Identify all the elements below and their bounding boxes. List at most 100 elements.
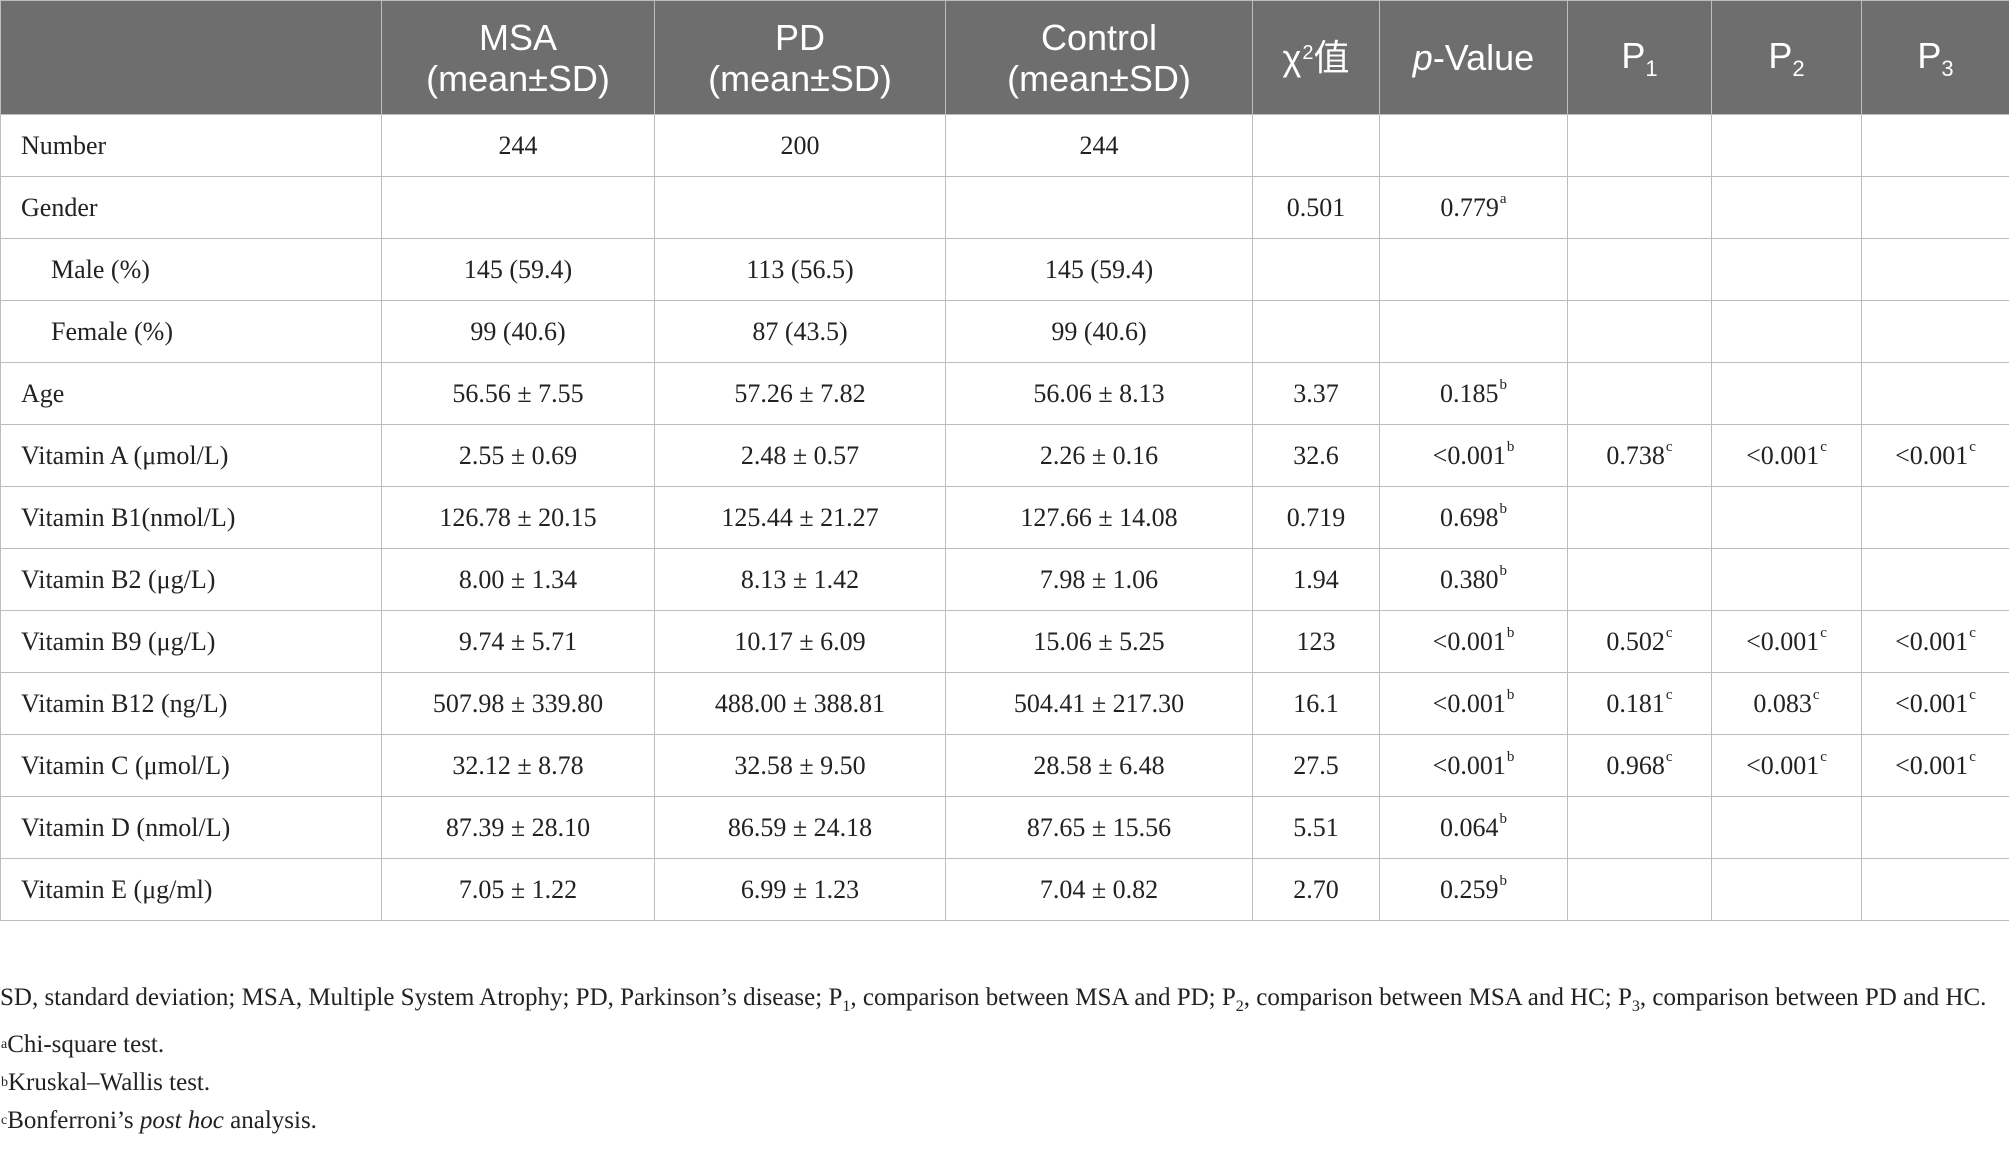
- cell-value: 507.98 ± 339.80: [432, 688, 604, 718]
- table-cell: [1379, 114, 1568, 177]
- cell-value: 57.26 ± 7.82: [734, 378, 866, 408]
- cell-value: 244: [498, 130, 538, 160]
- footnote-marker: c: [1820, 438, 1827, 455]
- table-cell: 0.719: [1252, 486, 1380, 549]
- footnote-c-mark: c: [1, 1113, 8, 1128]
- table-cell: 56.06 ± 8.13: [945, 362, 1253, 425]
- cell-value: 8.13 ± 1.42: [740, 564, 860, 594]
- table-cell: 87 (43.5): [654, 300, 946, 363]
- table-cell: 244: [381, 114, 655, 177]
- cell-value: <0.001: [1432, 626, 1506, 656]
- table-cell: [654, 176, 946, 239]
- header-cell-p-value: p-Value: [1379, 0, 1568, 115]
- cell-value: 125.44 ± 21.27: [721, 502, 879, 532]
- table-cell: <0.001c: [1711, 734, 1862, 797]
- header-pd-line2: (mean±SD): [708, 57, 892, 99]
- cell-value: 32.12 ± 8.78: [452, 750, 584, 780]
- table-row: Gender 0.501 0.779a: [0, 176, 2009, 239]
- table-cell: <0.001b: [1379, 672, 1568, 735]
- footnote-abbrev-sub-2: 2: [1235, 998, 1244, 1015]
- footnote-b-text: Kruskal–Wallis test.: [8, 1069, 211, 1096]
- cell-value: <0.001: [1895, 626, 1969, 656]
- table-cell: [1861, 362, 2009, 425]
- table-row: Vitamin E (μg/ml) 7.05 ± 1.22 6.99 ± 1.23 7…: [0, 858, 2009, 921]
- table-row: Vitamin D (nmol/L) 87.39 ± 28.10 86.59 ± 2…: [0, 796, 2009, 859]
- table-cell: 145 (59.4): [381, 238, 655, 301]
- table-cell: 7.05 ± 1.22: [381, 858, 655, 921]
- footnote-marker: c: [1665, 624, 1673, 641]
- cell-value: 5.51: [1293, 812, 1339, 842]
- footnote-marker: c: [1812, 686, 1820, 703]
- table-cell: 2.48 ± 0.57: [654, 424, 946, 487]
- table-row: Vitamin B1(nmol/L) 126.78 ± 20.15 125.44 ±…: [0, 486, 2009, 549]
- header-p3-base: P: [1917, 34, 1942, 76]
- table-cell: 9.74 ± 5.71: [381, 610, 655, 673]
- row-label: Number: [0, 114, 382, 177]
- cell-value: 99 (40.6): [1051, 316, 1147, 346]
- footnote-marker: b: [1506, 624, 1515, 641]
- cell-value: 15.06 ± 5.25: [1033, 626, 1165, 656]
- row-label: Female (%): [0, 300, 382, 363]
- cell-value: <0.001: [1746, 440, 1820, 470]
- table-row: Vitamin C (μmol/L) 32.12 ± 8.78 32.58 ± 9.…: [0, 734, 2009, 797]
- cell-value: 1.94: [1293, 564, 1339, 594]
- footnote-a-mark: a: [1, 1037, 8, 1052]
- cell-value: 2.70: [1293, 874, 1339, 904]
- table-row: Female (%) 99 (40.6) 87 (43.5) 99 (40.6): [0, 300, 2009, 363]
- cell-value: <0.001: [1746, 626, 1820, 656]
- table-cell: 200: [654, 114, 946, 177]
- footnote-abbrev-sub-3: 3: [1631, 998, 1640, 1015]
- cell-value: 0.259: [1440, 874, 1499, 904]
- footnote-marker: c: [1969, 438, 1976, 455]
- table-cell: 0.181c: [1567, 672, 1712, 735]
- table-cell: 0.259b: [1379, 858, 1568, 921]
- table-cell: 0.738c: [1567, 424, 1712, 487]
- table-cell: 1.94: [1252, 548, 1380, 611]
- cell-value: 244: [1079, 130, 1119, 160]
- header-row: MSA (mean±SD) PD (mean±SD) Control (mean…: [0, 0, 2009, 115]
- table-cell: <0.001c: [1711, 424, 1862, 487]
- row-label: Vitamin B12 (ng/L): [0, 672, 382, 735]
- cell-value: 86.59 ± 24.18: [727, 812, 873, 842]
- table-cell: 127.66 ± 14.08: [945, 486, 1253, 549]
- cell-value: 16.1: [1293, 688, 1339, 718]
- footnote-abbrev-text-2: , comparison between MSA and PD; P: [850, 984, 1236, 1011]
- footnote-abbrev-text-1: SD, standard deviation; MSA, Multiple Sy…: [0, 984, 843, 1011]
- table-cell: [1711, 238, 1862, 301]
- header-p-italic: p: [1412, 37, 1433, 78]
- row-label: Age: [0, 362, 382, 425]
- cell-value: 99 (40.6): [470, 316, 566, 346]
- table-cell: [1711, 114, 1862, 177]
- table-cell: [1861, 300, 2009, 363]
- table-cell: 87.39 ± 28.10: [381, 796, 655, 859]
- table-cell: [1861, 238, 2009, 301]
- footnote-a: aChi-square test.: [0, 1026, 2000, 1064]
- table-cell: [1379, 238, 1568, 301]
- footnote-abbrev-text-3: , comparison between MSA and HC; P: [1243, 984, 1632, 1011]
- table-cell: [1567, 238, 1712, 301]
- header-cell-msa: MSA (mean±SD): [381, 0, 655, 115]
- row-label: Vitamin B2 (μg/L): [0, 548, 382, 611]
- cell-value: 32.6: [1293, 440, 1339, 470]
- cell-value: 504.41 ± 217.30: [1013, 688, 1185, 718]
- table-cell: 0.968c: [1567, 734, 1712, 797]
- table-cell: <0.001b: [1379, 424, 1568, 487]
- table-cell: 126.78 ± 20.15: [381, 486, 655, 549]
- table-cell: 8.00 ± 1.34: [381, 548, 655, 611]
- row-label: Vitamin A (μmol/L): [0, 424, 382, 487]
- row-label: Vitamin C (μmol/L): [0, 734, 382, 797]
- cell-value: 0.380: [1440, 564, 1499, 594]
- table-cell: [1567, 176, 1712, 239]
- table-cell: 504.41 ± 217.30: [945, 672, 1253, 735]
- table-cell: [381, 176, 655, 239]
- cell-value: 56.56 ± 7.55: [452, 378, 584, 408]
- cell-value: <0.001: [1432, 440, 1506, 470]
- table-cell: [1711, 362, 1862, 425]
- row-label: Vitamin E (μg/ml): [0, 858, 382, 921]
- table-cell: 10.17 ± 6.09: [654, 610, 946, 673]
- table-cell: [1379, 300, 1568, 363]
- table-cell: 0.698b: [1379, 486, 1568, 549]
- table-cell: 123: [1252, 610, 1380, 673]
- table-cell: 7.98 ± 1.06: [945, 548, 1253, 611]
- cell-value: 9.74 ± 5.71: [458, 626, 578, 656]
